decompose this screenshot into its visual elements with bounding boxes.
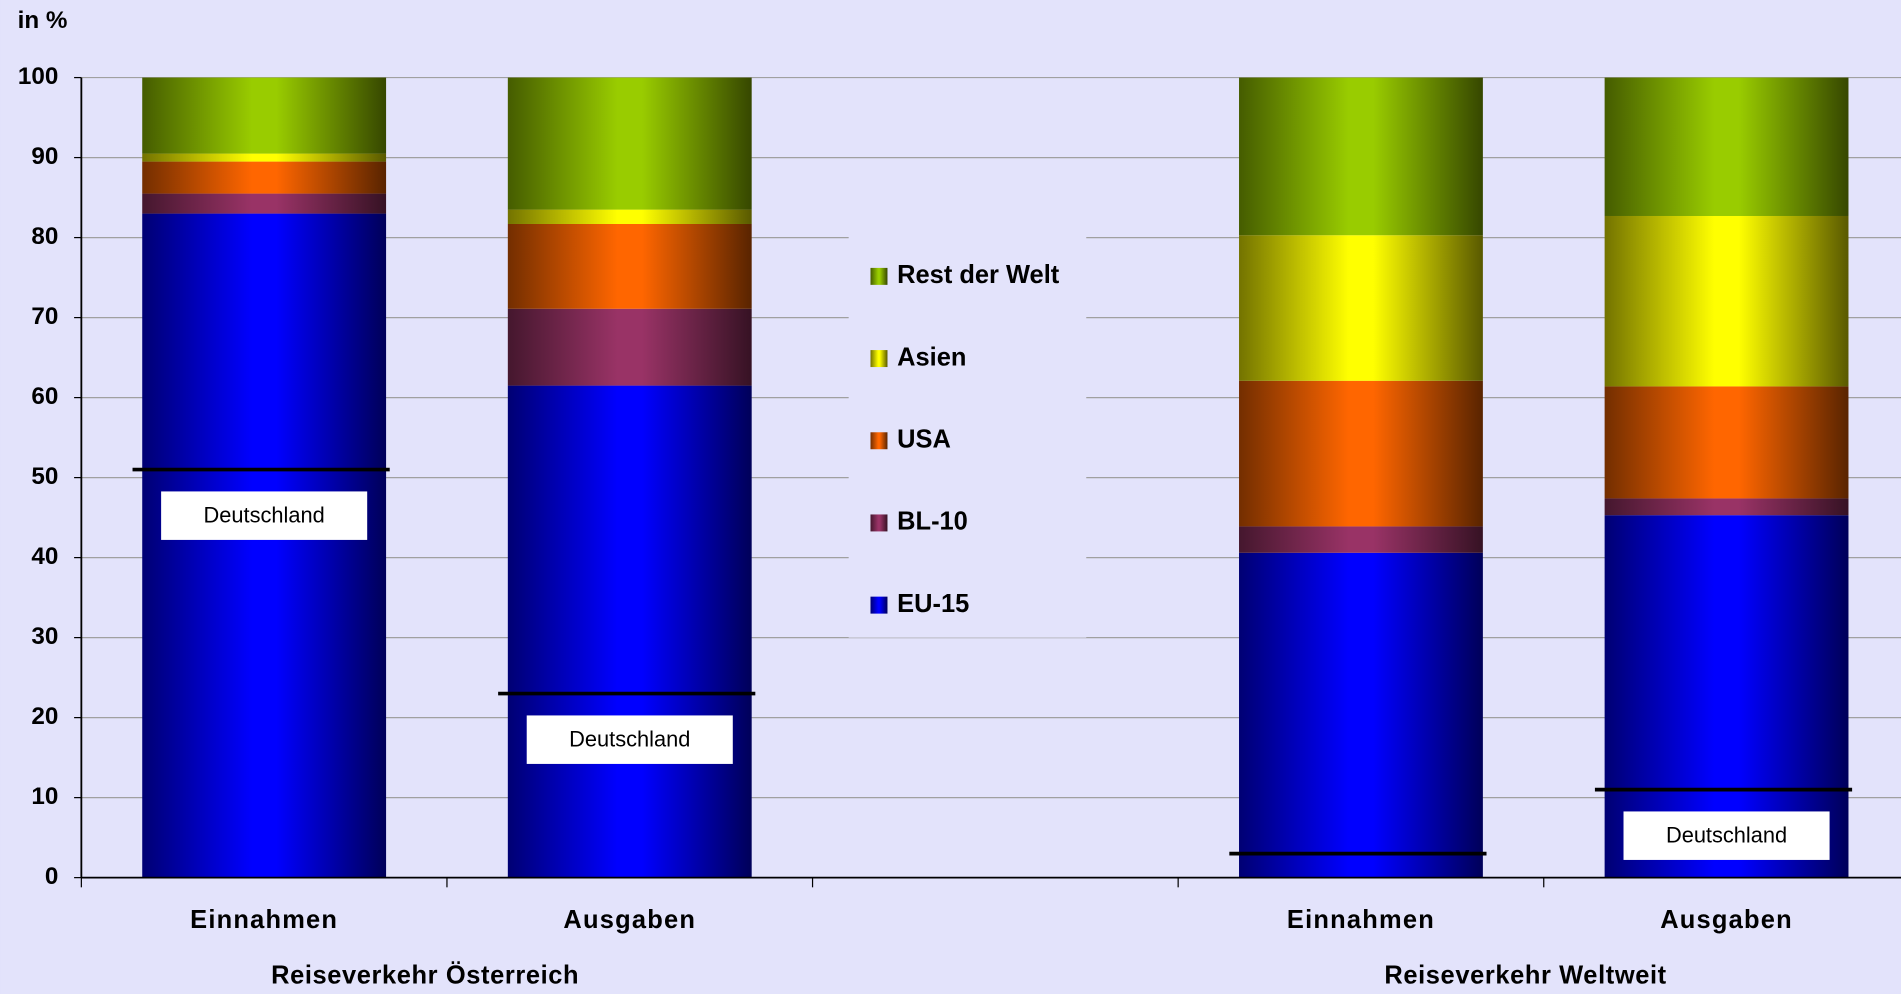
y-tick-label: 80: [31, 223, 58, 250]
y-tick-label: 40: [31, 543, 58, 570]
group-label: Reiseverkehr Österreich: [271, 961, 579, 990]
y-tick-label: 10: [31, 783, 58, 810]
reference-label: Deutschland: [1666, 823, 1787, 848]
y-tick-label: 30: [31, 623, 58, 650]
y-tick-label: 20: [31, 703, 58, 730]
bar-segment: [142, 161, 387, 194]
legend-label: Asien: [897, 343, 966, 371]
reference-label: Deutschland: [569, 727, 690, 752]
bar-segment: [1239, 526, 1483, 553]
reference-label-box: [1623, 811, 1830, 860]
legend-swatch: [870, 432, 888, 450]
bar-segment: [1239, 235, 1483, 381]
bar-segment: [1604, 386, 1849, 499]
legend-swatch: [870, 514, 888, 532]
bar-segment: [142, 193, 387, 214]
y-axis-label: in %: [18, 7, 68, 34]
x-tick-label: Einnahmen: [1287, 906, 1435, 934]
x-tick-label: Ausgaben: [1660, 906, 1793, 934]
y-tick-label: 70: [31, 303, 58, 330]
y-tick-label: 60: [31, 383, 58, 410]
bar-segment: [1604, 498, 1849, 516]
bar-segment: [142, 153, 387, 162]
bar-segment: [507, 77, 752, 210]
legend-label: BL-10: [897, 508, 968, 536]
y-tick-label: 0: [45, 863, 58, 890]
bar-segment: [142, 213, 387, 878]
reference-label: Deutschland: [204, 503, 325, 528]
legend-label: USA: [897, 425, 951, 453]
x-tick-label: Ausgaben: [563, 906, 696, 934]
group-label: Reiseverkehr Weltweit: [1384, 962, 1666, 990]
bar-segment: [1604, 77, 1849, 216]
bar-segment: [507, 223, 752, 309]
bar-segment: [507, 385, 752, 878]
legend-label: EU-15: [897, 590, 969, 618]
bar-segment: [1239, 552, 1483, 878]
legend-background: [848, 230, 1087, 638]
bar-segment: [142, 77, 387, 154]
bar-segment: [1239, 380, 1483, 527]
y-tick-label: 100: [18, 63, 58, 90]
legend-swatch: [870, 267, 888, 285]
reference-label-box: [161, 491, 368, 540]
x-tick-label: Einnahmen: [190, 906, 338, 934]
bar-segment: [507, 209, 752, 224]
bar-segment: [507, 308, 752, 386]
legend-label: Rest der Welt: [897, 261, 1060, 289]
bar-segment: [1239, 77, 1483, 236]
y-tick-label: 50: [31, 463, 58, 490]
reference-label-box: [526, 715, 733, 764]
bar-segment: [1604, 215, 1849, 387]
y-tick-label: 90: [31, 143, 58, 170]
legend-swatch: [870, 350, 888, 368]
legend-swatch: [870, 596, 888, 614]
